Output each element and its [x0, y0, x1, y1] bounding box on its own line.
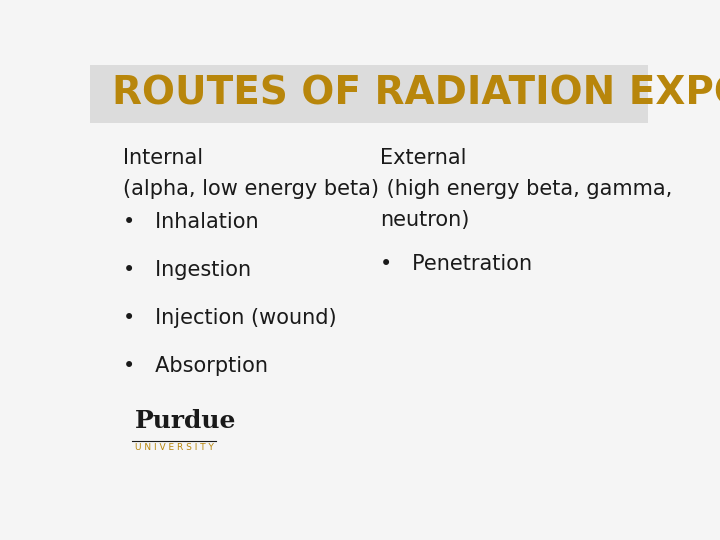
Text: •   Injection (wound): • Injection (wound) [124, 308, 337, 328]
Text: Purdue: Purdue [135, 409, 236, 433]
FancyBboxPatch shape [90, 65, 648, 123]
Text: Internal: Internal [124, 148, 204, 168]
Text: ROUTES OF RADIATION EXPOSURE: ROUTES OF RADIATION EXPOSURE [112, 75, 720, 113]
Text: •   Absorption: • Absorption [124, 356, 269, 376]
Text: •   Ingestion: • Ingestion [124, 260, 251, 280]
Text: •   Inhalation: • Inhalation [124, 212, 259, 232]
Text: (high energy beta, gamma,: (high energy beta, gamma, [380, 179, 672, 199]
Text: •   Penetration: • Penetration [380, 254, 532, 274]
Text: U N I V E R S I T Y: U N I V E R S I T Y [135, 443, 214, 452]
Text: (alpha, low energy beta): (alpha, low energy beta) [124, 179, 379, 199]
Text: neutron): neutron) [380, 210, 469, 231]
Text: External: External [380, 148, 467, 168]
